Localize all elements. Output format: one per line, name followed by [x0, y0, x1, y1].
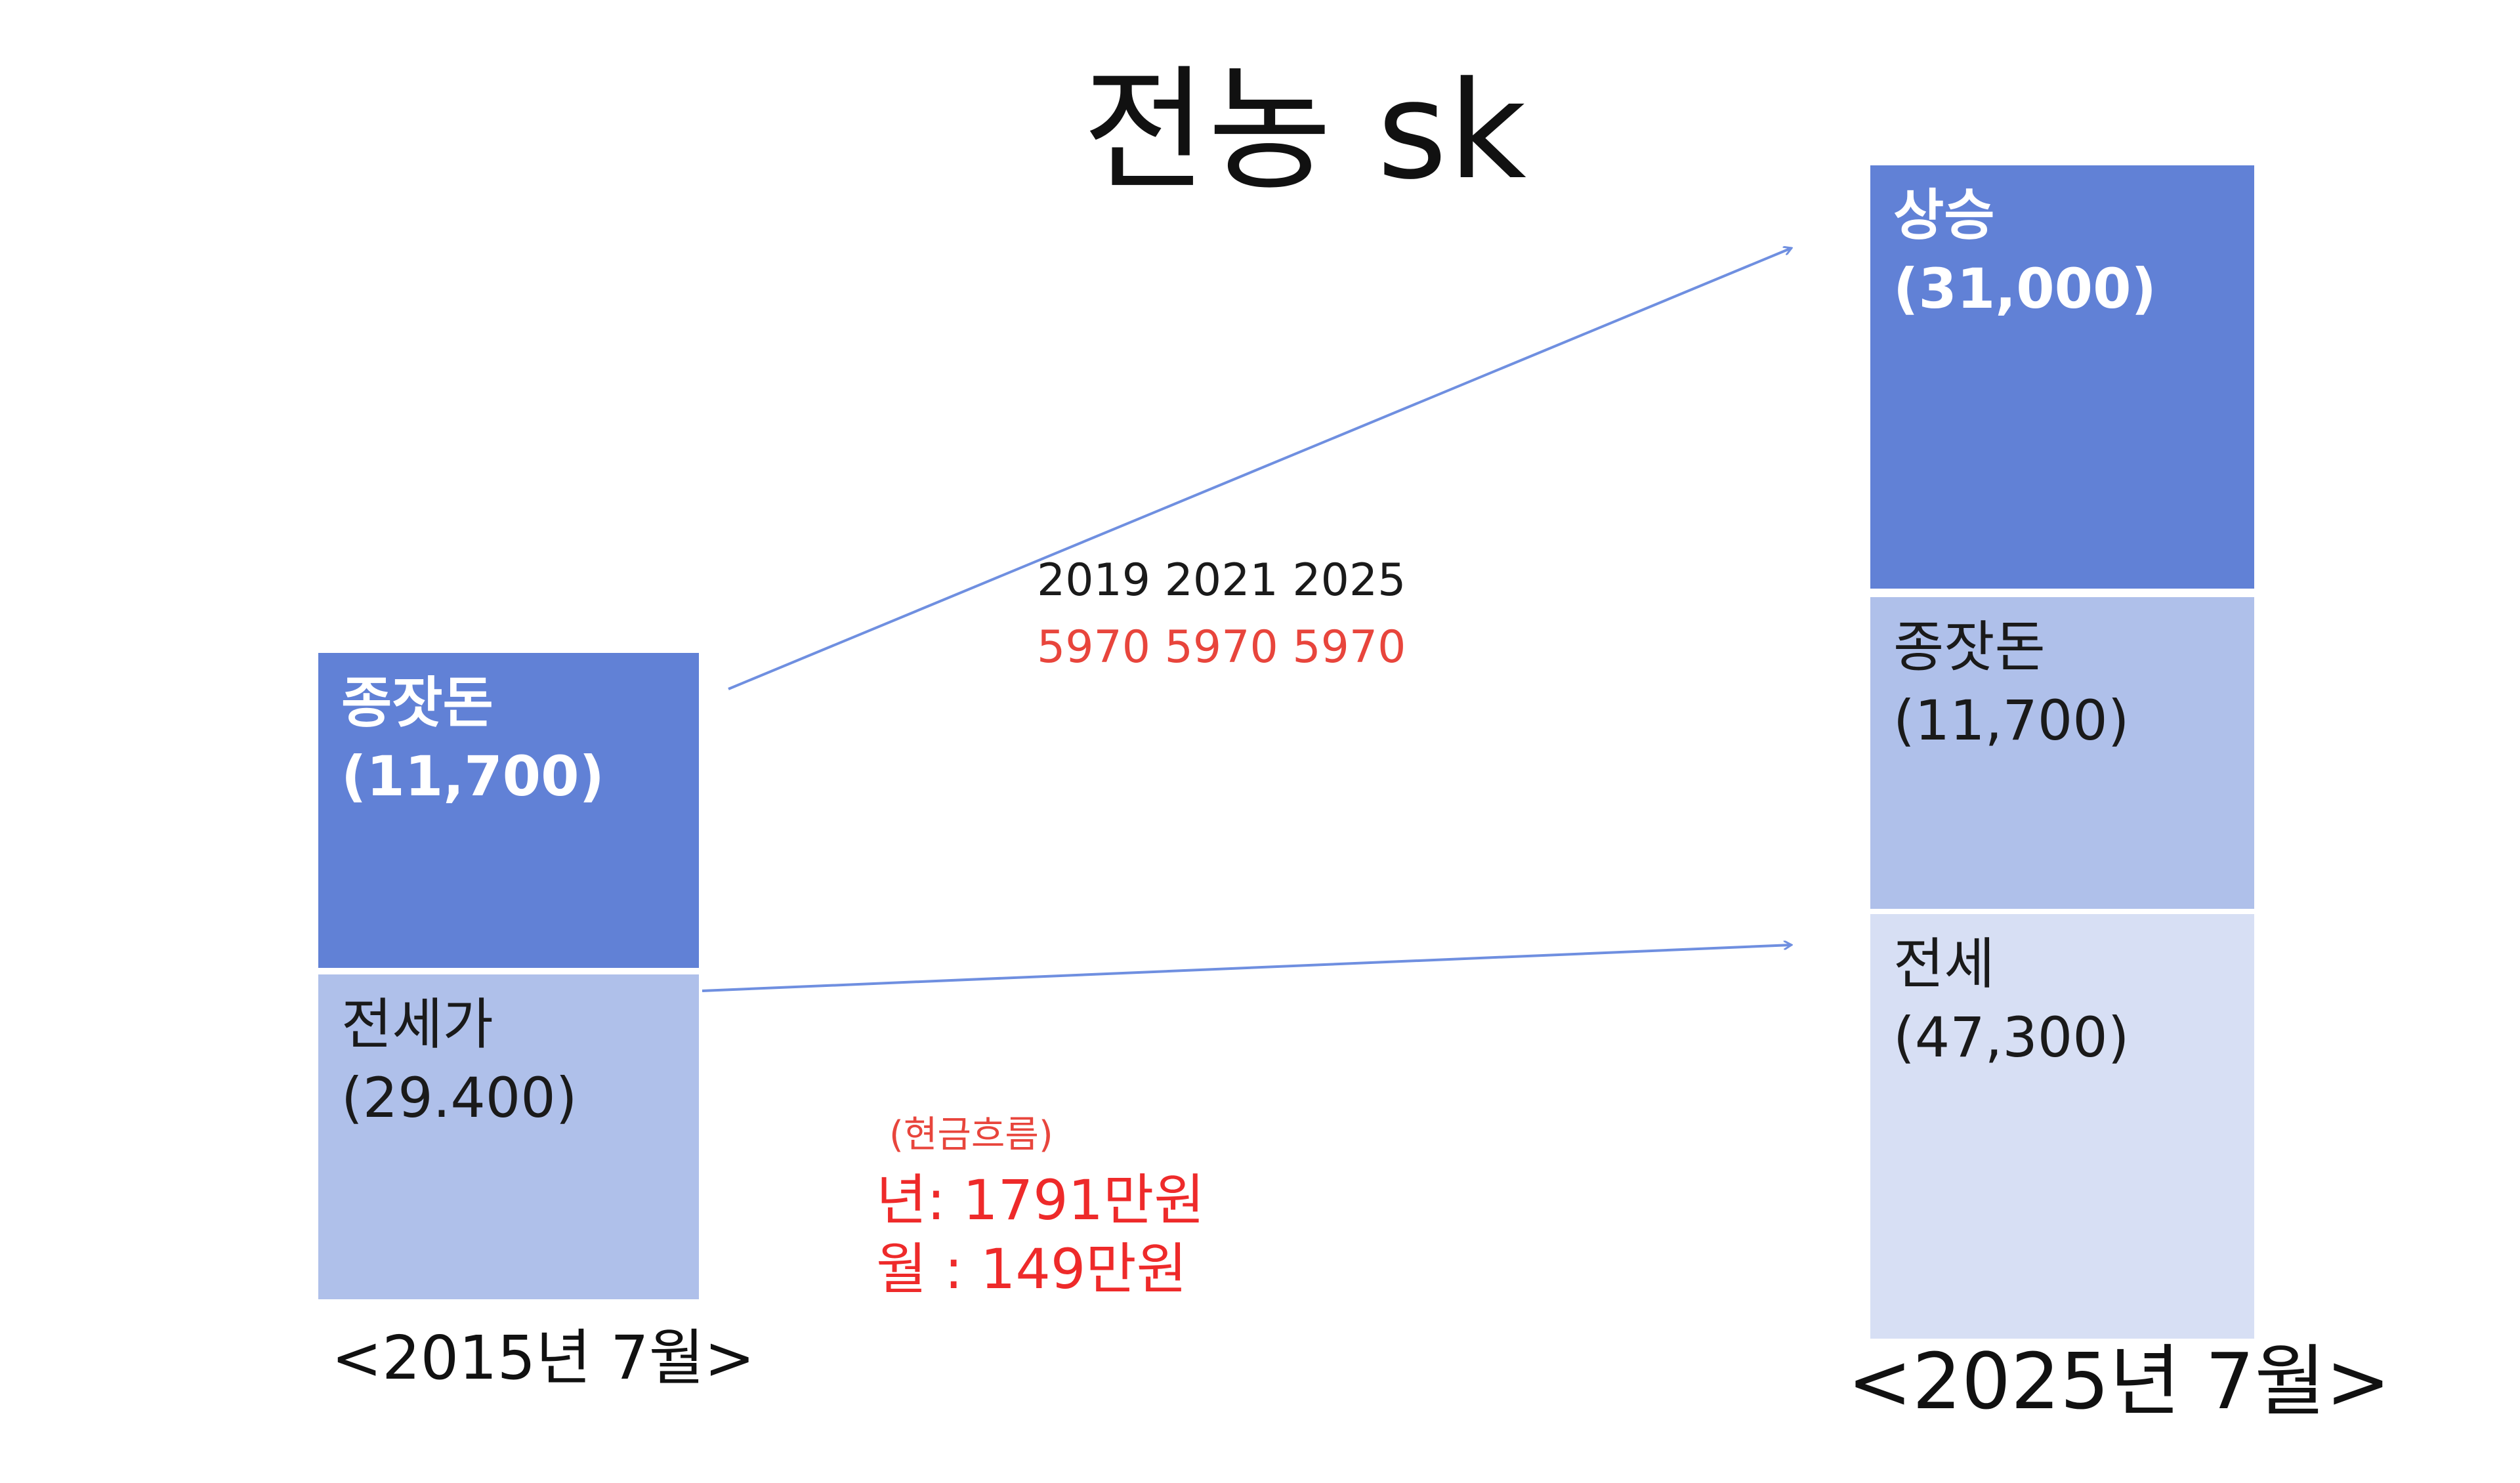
jeonse-price-2015-amount: (29.400) [341, 1066, 578, 1130]
cash-flow-monthly: 월 : 149만원 [876, 1237, 1187, 1301]
jeonse-price-2015-label: 전세가 (29.400) [341, 988, 577, 1135]
rise-2025-amount: (31,000) [1893, 257, 2156, 321]
seed-money-2025-block: 종잣돈 (11,700) [1870, 597, 2254, 909]
lower-arrow [702, 945, 1792, 992]
seed-money-2015-name: 종잣돈 [341, 671, 494, 735]
jeonse-2025-name: 전세 [1893, 932, 1995, 996]
date-label-2025: <2025년 7월> [1847, 1336, 2391, 1427]
rise-2025-block: 상승 (31,000) [1870, 165, 2254, 589]
seed-money-2015-amount: (11,700) [341, 744, 604, 808]
jeonse-2025-label: 전세 (47,300) [1893, 927, 2129, 1074]
jeonse-2025-amount: (47,300) [1893, 1005, 2130, 1070]
amounts-annotation: 5970 5970 5970 [1037, 621, 1406, 673]
date-label-2015: <2015년 7월> [331, 1323, 755, 1393]
rise-2025-name: 상승 [1893, 183, 1995, 247]
seed-money-2025-name: 종잣돈 [1893, 615, 2046, 679]
page-title: 전농 sk [1083, 53, 1528, 209]
cash-flow-heading: (현금흐름) [889, 1114, 1053, 1156]
seed-money-2025-amount: (11,700) [1893, 688, 2130, 753]
jeonse-price-2015-block: 전세가 (29.400) [318, 974, 699, 1299]
rise-2025-label: 상승 (31,000) [1893, 178, 2156, 325]
jeonse-price-2015-name: 전세가 [341, 992, 494, 1056]
years-annotation: 2019 2021 2025 [1037, 554, 1406, 606]
cash-flow-yearly: 년: 1791만원 [876, 1168, 1205, 1232]
jeonse-2025-block: 전세 (47,300) [1870, 914, 2254, 1339]
seed-money-2025-label: 종잣돈 (11,700) [1893, 610, 2129, 757]
seed-money-2015-block: 종잣돈 (11,700) [318, 653, 699, 968]
seed-money-2015-label: 종잣돈 (11,700) [341, 666, 604, 813]
